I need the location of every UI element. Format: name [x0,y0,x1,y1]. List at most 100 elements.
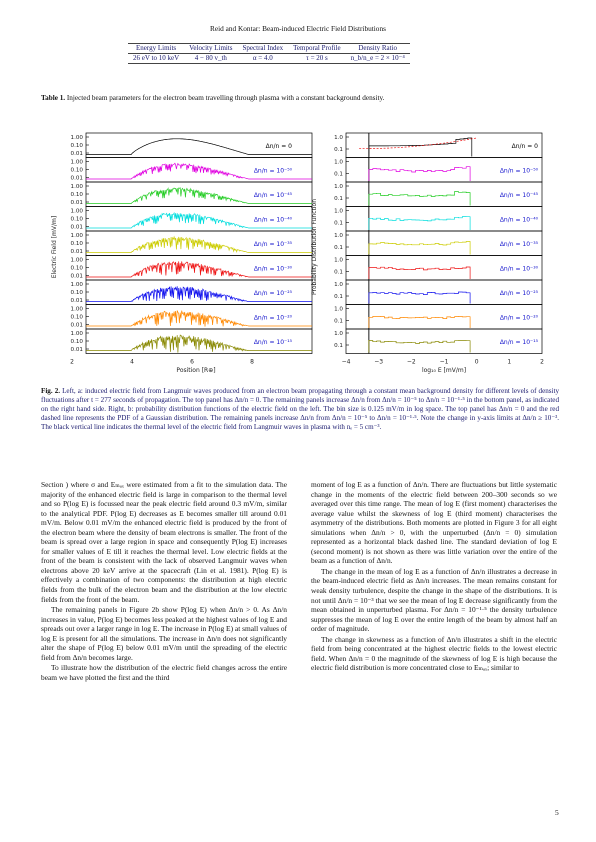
table-cell: α = 4.0 [237,53,289,64]
panel-label: Δn/n = 10⁻²⁰ [500,315,539,322]
table-caption: Table 1. Injected beam parameters for th… [41,94,384,102]
pdf-histogram [368,316,471,328]
y-tick-label: 0.10 [71,143,84,149]
y-tick-label: 0.01 [71,200,84,206]
table-header-cell: Energy Limits [128,43,185,54]
y-tick-label: 1.00 [71,184,84,190]
pdf-histogram [368,216,471,230]
panel-label: Δn/n = 10⁻³⁵ [254,241,293,248]
table-cell: 26 eV to 10 keV [128,53,185,64]
panel-label: Δn/n = 10⁻⁴⁵ [500,192,539,199]
page-number: 5 [555,808,559,817]
y-tick-label: 0.10 [71,290,84,296]
right-y-axis-label: Probability Distribution Function [311,199,318,295]
electric-field-trace [86,162,312,180]
pdf-histogram [368,137,473,157]
parameter-table: Energy Limits Velocity Limits Spectral I… [128,43,410,64]
y-tick-label: 0.1 [334,294,343,300]
y-tick-label: 0.10 [71,266,84,272]
panel-label: Δn/n = 10⁻⁵⁰ [500,168,539,175]
y-tick-label: 1.0 [334,233,343,239]
table-header-cell: Velocity Limits [184,43,238,54]
panel-label: Δn/n = 10⁻²⁵ [254,290,293,297]
y-tick-label: 1.00 [71,209,84,215]
y-tick-label: 1.00 [71,135,84,141]
y-tick-label: 1.00 [71,160,84,166]
right-panel-frame [345,328,543,354]
pdf-histogram [368,241,471,255]
panel-label: Δn/n = 10⁻³⁰ [500,266,539,273]
electric-field-trace [86,138,312,155]
paragraph: To illustrate how the distribution of th… [41,663,287,682]
x-tick-label: 2 [540,359,544,366]
panel-label: Δn/n = 10⁻³⁵ [500,241,539,248]
table-caption-label: Table 1. [41,94,66,102]
figure-caption-label: Fig. 2. [41,387,61,395]
electric-field-panels: 1.00 0.10 0.01 Δn/n = 0 1.00 0.10 0.01 Δn/n = 1… [70,132,313,366]
y-tick-label: 1.0 [334,307,343,313]
panel-label: Δn/n = 10⁻³⁰ [254,266,293,273]
y-tick-label: 0.01 [71,151,84,157]
y-tick-label: 0.1 [334,319,343,325]
x-tick-label: −2 [407,359,416,366]
electric-field-trace [86,310,312,327]
x-tick-label: 4 [130,359,134,366]
y-tick-label: 0.10 [71,192,84,198]
panel-label: Δn/n = 10⁻²⁵ [500,290,539,297]
y-tick-label: 1.0 [334,135,343,141]
y-tick-label: 0.1 [334,147,343,153]
table-cell: n_b/n_e = 2 × 10⁻⁴ [345,53,410,64]
paragraph: Section ) where σ and Eₘₐₓ were estimate… [41,480,287,604]
y-tick-label: 1.00 [71,282,84,288]
y-tick-label: 0.1 [334,245,343,251]
electric-field-trace [86,334,312,353]
pdf-histogram [368,291,471,304]
figure-caption-text: Left, a: induced electric field from Lan… [41,387,560,432]
figure-caption: Fig. 2. Left, a: induced electric field … [41,387,559,432]
left-x-axis-label: Position [R⊕] [176,367,215,374]
table-header-cell: Spectral Index [237,43,289,54]
y-tick-label: 0.1 [334,343,343,349]
electric-field-trace [86,187,312,204]
electric-field-trace [86,286,312,302]
y-tick-label: 0.10 [71,241,84,247]
table-cell: τ = 20 s [288,53,346,64]
table-header-cell: Temporal Profile [288,43,346,54]
y-tick-label: 0.10 [71,339,84,345]
running-header: Reid and Kontar: Beam-induced Electric F… [210,24,386,33]
x-tick-label: −4 [342,359,351,366]
y-tick-label: 0.01 [71,298,84,304]
panel-label: Δn/n = 10⁻¹⁵ [500,339,539,346]
panel-label: Δn/n = 10⁻⁴⁵ [254,192,293,199]
paragraph: moment of log E as a function of Δn/n. T… [311,480,557,566]
y-tick-label: 1.0 [334,282,343,288]
panel-label: Δn/n = 10⁻⁴⁰ [254,217,293,224]
panel-label: Δn/n = 10⁻²⁰ [254,315,293,322]
y-tick-label: 1.00 [71,233,84,239]
x-tick-label: −1 [440,359,449,366]
x-tick-label: 0 [475,359,479,366]
y-tick-label: 1.0 [334,258,343,264]
y-tick-label: 1.0 [334,184,343,190]
y-tick-label: 1.00 [71,307,84,313]
y-tick-label: 1.00 [71,331,84,337]
y-tick-label: 0.01 [71,347,84,353]
y-tick-label: 0.01 [71,176,84,182]
left-y-axis-label: Electric Field [mV/m] [51,216,58,278]
pdf-histogram [368,166,471,181]
y-tick-label: 0.1 [334,196,343,202]
table-caption-text: Injected beam parameters for the electro… [65,94,385,102]
body-right-column: moment of log E as a function of Δn/n. T… [311,480,557,673]
panel-label: Δn/n = 0 [266,143,293,150]
table-header-row: Energy Limits Velocity Limits Spectral I… [128,43,410,54]
electric-field-trace [86,261,312,278]
panel-label: Δn/n = 10⁻¹⁵ [254,339,293,346]
y-tick-label: 0.01 [71,249,84,255]
body-left-column: Section ) where σ and Eₘₐₓ were estimate… [41,480,287,682]
y-tick-label: 0.01 [71,274,84,280]
gaussian-pdf-line [359,137,477,150]
paragraph: The change in skewness as a function of … [311,634,557,673]
panel-label: Δn/n = 0 [512,143,539,150]
y-tick-label: 1.0 [334,331,343,337]
